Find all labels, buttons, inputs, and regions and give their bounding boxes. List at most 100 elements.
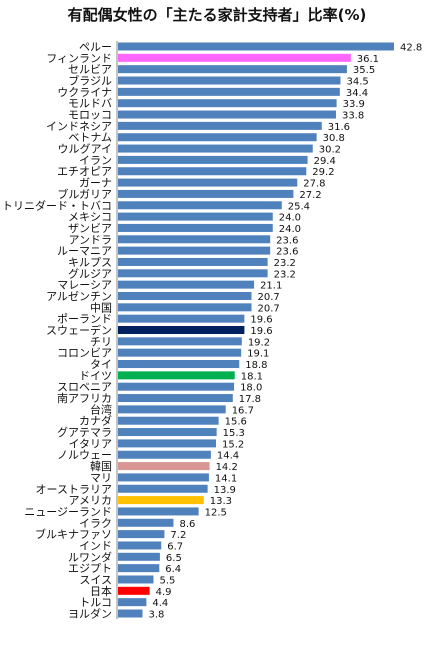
category-label: ノルウェー xyxy=(57,449,112,462)
bar xyxy=(118,76,341,85)
bar xyxy=(118,405,226,414)
bar xyxy=(118,348,242,357)
bar xyxy=(118,223,273,232)
category-label: グルジア xyxy=(68,266,112,280)
value-label: 23.6 xyxy=(276,247,298,258)
value-label: 6.4 xyxy=(165,564,181,575)
category-label: グアテマラ xyxy=(57,425,112,439)
category-label: ブラジル xyxy=(68,74,112,88)
category-label: メキシコ xyxy=(68,211,112,224)
category-label: スイス xyxy=(79,573,112,586)
value-label: 4.4 xyxy=(152,598,168,609)
category-label: ウクライナ xyxy=(57,86,112,99)
category-label: エジプト xyxy=(68,562,112,575)
value-label: 8.6 xyxy=(179,519,195,530)
value-label: 23.6 xyxy=(276,235,298,246)
bar xyxy=(118,462,210,471)
bar xyxy=(118,507,199,516)
value-label: 5.5 xyxy=(159,575,175,586)
category-label: インド xyxy=(79,539,112,552)
bar xyxy=(118,530,165,539)
category-label: ザンビア xyxy=(68,222,112,235)
value-label: 14.4 xyxy=(217,451,239,462)
category-label: アルゼンチン xyxy=(46,290,112,303)
bar xyxy=(118,484,208,493)
value-label: 6.7 xyxy=(167,541,183,552)
category-label: ドイツ xyxy=(79,369,112,382)
category-label: エチオピア xyxy=(57,165,112,178)
value-label: 19.2 xyxy=(248,337,270,348)
bar xyxy=(118,518,174,527)
value-label: 33.9 xyxy=(343,99,365,110)
value-label: 21.1 xyxy=(260,281,282,292)
bar xyxy=(118,189,294,198)
category-label: ウルグアイ xyxy=(58,142,112,156)
value-label: 19.6 xyxy=(250,315,272,326)
value-label: 33.8 xyxy=(342,111,364,122)
value-label: 19.1 xyxy=(247,349,269,360)
bar xyxy=(118,360,240,369)
category-label: ガーナ xyxy=(79,177,112,190)
bar xyxy=(118,87,340,96)
value-label: 6.5 xyxy=(166,553,182,564)
bar xyxy=(118,155,308,164)
value-label: 20.7 xyxy=(257,303,279,314)
bar xyxy=(118,552,160,561)
bar xyxy=(118,178,298,187)
category-label: ルワンダ xyxy=(68,550,112,564)
category-label: アメリカ xyxy=(69,494,112,507)
category-label: カナダ xyxy=(79,414,112,428)
value-label: 23.2 xyxy=(274,269,296,280)
value-label: 29.2 xyxy=(312,167,334,178)
bar xyxy=(118,439,217,448)
category-label: ヨルダン xyxy=(68,607,112,621)
value-label: 17.8 xyxy=(239,394,261,405)
bar xyxy=(118,291,252,300)
bar xyxy=(118,586,150,595)
value-label: 3.8 xyxy=(149,610,165,621)
category-label: 日本 xyxy=(90,584,112,598)
category-label: イタリア xyxy=(68,437,112,450)
category-label: タイ xyxy=(90,358,112,371)
value-label: 15.3 xyxy=(223,428,245,439)
category-label: ブルキナファソ xyxy=(35,527,112,541)
value-label: 35.5 xyxy=(353,65,375,76)
value-label: 19.6 xyxy=(250,326,272,337)
category-label: 中国 xyxy=(90,301,112,314)
value-label: 13.9 xyxy=(214,485,236,496)
value-label: 25.4 xyxy=(288,201,310,212)
value-label: 36.1 xyxy=(357,54,379,65)
bar xyxy=(118,428,217,437)
value-label: 18.8 xyxy=(245,360,267,371)
value-label: 23.2 xyxy=(274,258,296,269)
bar xyxy=(118,337,242,346)
value-label: 4.9 xyxy=(156,587,172,598)
value-label: 24.0 xyxy=(279,213,301,224)
category-label: アンドラ xyxy=(68,233,112,246)
value-label: 30.2 xyxy=(319,145,341,156)
bar xyxy=(118,416,219,425)
bar xyxy=(118,564,160,573)
category-label: チリ xyxy=(90,335,112,348)
category-label: マレーシア xyxy=(57,279,112,292)
bar xyxy=(118,42,394,51)
bar xyxy=(118,133,317,142)
category-label: コロンビア xyxy=(57,347,112,360)
value-label: 24.0 xyxy=(279,224,301,235)
category-label: 韓国 xyxy=(90,460,112,473)
category-label: 南アフリカ xyxy=(57,392,112,405)
chart-title: 有配偶女性の「主たる家計支持者」比率(%) xyxy=(67,6,367,24)
category-label: トルコ xyxy=(79,596,112,609)
value-label: 31.6 xyxy=(328,122,350,133)
bar xyxy=(118,382,235,391)
bar xyxy=(118,144,313,153)
bar xyxy=(118,280,255,289)
category-label: ブルガリア xyxy=(57,187,112,201)
bar xyxy=(118,201,282,210)
bar xyxy=(118,394,233,403)
bar xyxy=(118,167,307,176)
category-label: 台湾 xyxy=(90,402,112,416)
bar xyxy=(118,99,337,108)
category-label: モロッコ xyxy=(68,109,112,122)
value-label: 34.5 xyxy=(346,77,368,88)
